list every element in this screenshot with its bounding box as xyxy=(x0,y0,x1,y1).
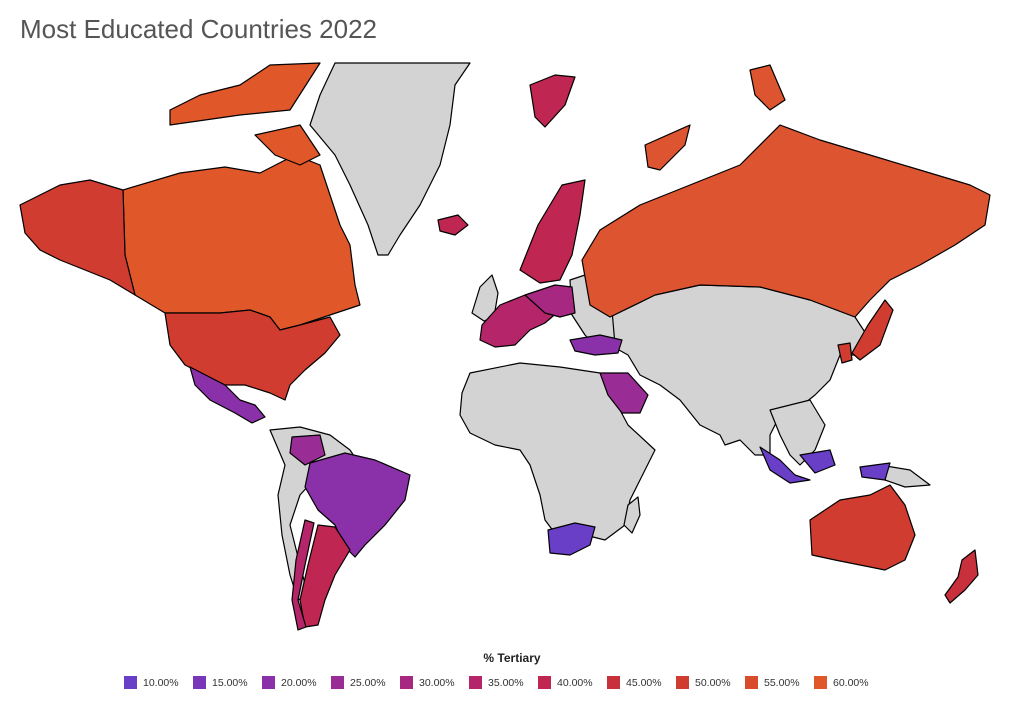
world-map xyxy=(19,62,991,631)
legend-item[interactable]: 40.00% xyxy=(538,676,607,689)
legend-swatch xyxy=(400,676,413,689)
legend-swatch xyxy=(124,676,137,689)
russia[interactable] xyxy=(581,124,991,318)
legend-item[interactable]: 10.00% xyxy=(124,676,193,689)
chile[interactable] xyxy=(291,519,315,631)
legend-label: 45.00% xyxy=(626,676,662,689)
legend-swatch xyxy=(814,676,827,689)
legend-item[interactable]: 45.00% xyxy=(607,676,676,689)
australia[interactable] xyxy=(809,484,916,571)
alaska[interactable] xyxy=(19,179,136,296)
legend-item[interactable]: 30.00% xyxy=(400,676,469,689)
legend-label: 30.00% xyxy=(419,676,455,689)
legend-swatch xyxy=(607,676,620,689)
legend-item[interactable]: 35.00% xyxy=(469,676,538,689)
legend-label: 35.00% xyxy=(488,676,524,689)
legend-item[interactable]: 50.00% xyxy=(676,676,745,689)
south-africa[interactable] xyxy=(547,522,596,556)
legend-swatch xyxy=(193,676,206,689)
legend-label: 25.00% xyxy=(350,676,386,689)
legend-swatch xyxy=(331,676,344,689)
legend-item[interactable]: 20.00% xyxy=(262,676,331,689)
legend-label: 50.00% xyxy=(695,676,731,689)
madagascar[interactable] xyxy=(623,496,641,534)
legend-swatch xyxy=(676,676,689,689)
canadian-arctic-islands[interactable] xyxy=(169,62,321,126)
severnaya-zemlya[interactable] xyxy=(749,64,786,111)
legend-swatch xyxy=(262,676,275,689)
data-regions xyxy=(19,62,991,631)
uk-ireland[interactable] xyxy=(471,274,499,322)
page-title: Most Educated Countries 2022 xyxy=(20,14,377,44)
legend-title: % Tertiary xyxy=(483,651,541,665)
no-data-regions xyxy=(269,62,931,601)
scandinavia[interactable] xyxy=(519,179,586,284)
saudi-arabia[interactable] xyxy=(599,372,649,414)
legend-label: 20.00% xyxy=(281,676,317,689)
legend-label: 15.00% xyxy=(212,676,248,689)
argentina[interactable] xyxy=(299,524,351,628)
japan[interactable] xyxy=(851,299,894,361)
new-zealand[interactable] xyxy=(944,549,979,604)
legend-swatch xyxy=(538,676,551,689)
legend-label: 40.00% xyxy=(557,676,593,689)
brazil[interactable] xyxy=(304,452,411,558)
svalbard[interactable] xyxy=(529,74,576,128)
baffin-island[interactable] xyxy=(254,124,321,166)
canada[interactable] xyxy=(122,154,361,331)
korea[interactable] xyxy=(837,342,853,364)
legend-item[interactable]: 60.00% xyxy=(814,676,883,689)
indonesia[interactable] xyxy=(759,446,891,484)
turkey[interactable] xyxy=(569,334,623,356)
legend-item[interactable]: 15.00% xyxy=(193,676,262,689)
legend-swatch xyxy=(469,676,482,689)
legend-item[interactable]: 25.00% xyxy=(331,676,400,689)
legend-item[interactable]: 55.00% xyxy=(745,676,814,689)
greenland[interactable] xyxy=(309,62,471,256)
colombia[interactable] xyxy=(289,434,326,466)
mexico[interactable] xyxy=(189,366,266,424)
legend-label: 55.00% xyxy=(764,676,800,689)
legend-swatch xyxy=(745,676,758,689)
asia[interactable] xyxy=(609,284,871,456)
legend-label: 10.00% xyxy=(143,676,179,689)
central-europe[interactable] xyxy=(524,284,576,318)
novaya-zemlya[interactable] xyxy=(644,124,691,171)
iceland[interactable] xyxy=(437,214,469,236)
legend: 10.00% 15.00% 20.00% 25.00% 30.00% 35.00… xyxy=(124,676,883,689)
legend-label: 60.00% xyxy=(833,676,869,689)
usa[interactable] xyxy=(164,309,341,401)
